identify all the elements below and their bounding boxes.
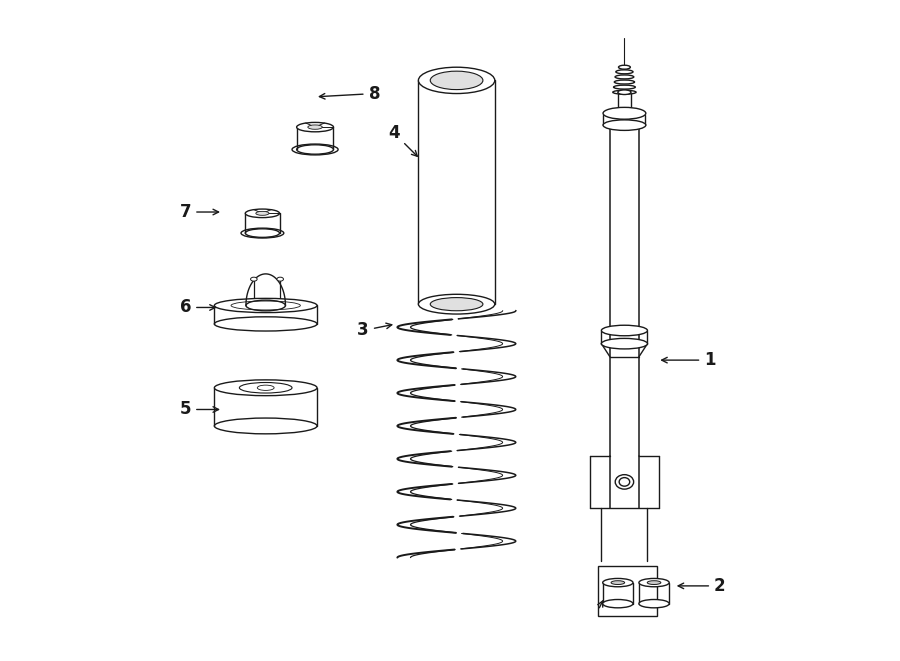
Text: 5: 5 <box>180 401 219 418</box>
Ellipse shape <box>601 338 647 349</box>
Ellipse shape <box>616 475 634 489</box>
Ellipse shape <box>430 297 483 311</box>
Ellipse shape <box>603 578 633 587</box>
Text: 2: 2 <box>678 577 725 595</box>
Ellipse shape <box>418 67 495 94</box>
Ellipse shape <box>615 75 634 79</box>
Ellipse shape <box>308 125 322 130</box>
Ellipse shape <box>250 277 257 281</box>
Ellipse shape <box>241 228 284 238</box>
Ellipse shape <box>639 578 670 587</box>
Ellipse shape <box>256 212 269 215</box>
Ellipse shape <box>277 277 284 281</box>
Text: 1: 1 <box>662 351 716 369</box>
Text: 3: 3 <box>357 321 392 340</box>
Ellipse shape <box>239 383 292 393</box>
Ellipse shape <box>292 144 338 155</box>
Text: 7: 7 <box>180 203 219 221</box>
Ellipse shape <box>214 317 317 331</box>
Ellipse shape <box>611 581 625 584</box>
Ellipse shape <box>618 65 630 69</box>
Ellipse shape <box>214 298 317 313</box>
Ellipse shape <box>603 120 646 130</box>
Ellipse shape <box>619 478 630 486</box>
Ellipse shape <box>257 385 274 391</box>
Ellipse shape <box>603 107 646 119</box>
Ellipse shape <box>608 110 641 119</box>
Ellipse shape <box>603 600 633 608</box>
Ellipse shape <box>617 90 631 95</box>
Text: 4: 4 <box>388 124 418 156</box>
Ellipse shape <box>639 600 670 608</box>
Ellipse shape <box>297 145 334 154</box>
Ellipse shape <box>616 70 633 74</box>
Text: 6: 6 <box>180 299 215 317</box>
Ellipse shape <box>613 91 636 95</box>
Text: 8: 8 <box>320 85 380 102</box>
Ellipse shape <box>246 229 280 237</box>
Ellipse shape <box>614 85 635 89</box>
Ellipse shape <box>615 80 634 84</box>
Ellipse shape <box>601 325 647 336</box>
Ellipse shape <box>214 418 317 434</box>
Ellipse shape <box>246 300 285 311</box>
Ellipse shape <box>418 294 495 314</box>
Ellipse shape <box>297 122 334 132</box>
Ellipse shape <box>430 71 483 90</box>
Ellipse shape <box>647 581 661 584</box>
Bar <box>598 566 657 615</box>
Ellipse shape <box>246 209 280 217</box>
Ellipse shape <box>214 380 317 396</box>
